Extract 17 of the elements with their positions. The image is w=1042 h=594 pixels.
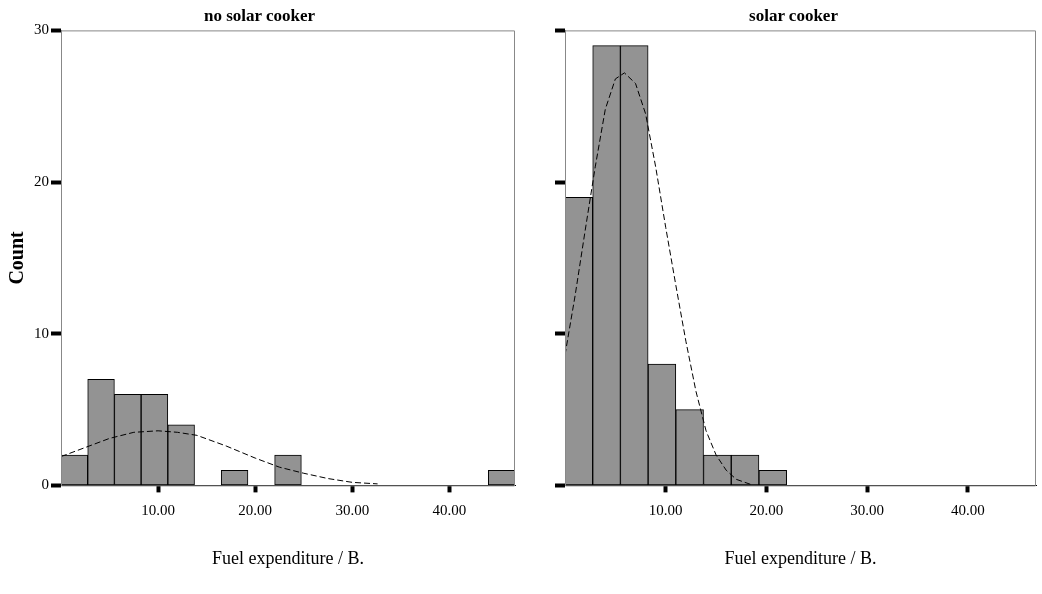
y-tick-label: 30 bbox=[34, 21, 49, 38]
x-axis-title: Fuel expenditure / B. bbox=[724, 547, 877, 568]
y-axis-title: Count bbox=[5, 230, 28, 285]
x-tick-label: 40.00 bbox=[432, 502, 467, 519]
y-tick-label: 20 bbox=[34, 173, 49, 189]
y-tick-label: 0 bbox=[41, 476, 49, 493]
x-tick-label: 30.00 bbox=[335, 502, 370, 519]
x-tick-label: 20.00 bbox=[238, 502, 273, 519]
x-tick-label: 10.00 bbox=[141, 502, 175, 519]
chart-title: solar cooker bbox=[749, 5, 839, 25]
chart-title: no solar cooker bbox=[203, 5, 316, 25]
x-tick-label: 10.00 bbox=[648, 502, 683, 519]
x-tick-label: 20.00 bbox=[749, 502, 784, 519]
x-axis-title: Fuel expenditure / B. bbox=[212, 547, 364, 568]
x-tick-label: 40.00 bbox=[951, 502, 985, 519]
x-tick-label: 30.00 bbox=[850, 502, 885, 519]
y-tick-label: 10 bbox=[34, 324, 49, 341]
